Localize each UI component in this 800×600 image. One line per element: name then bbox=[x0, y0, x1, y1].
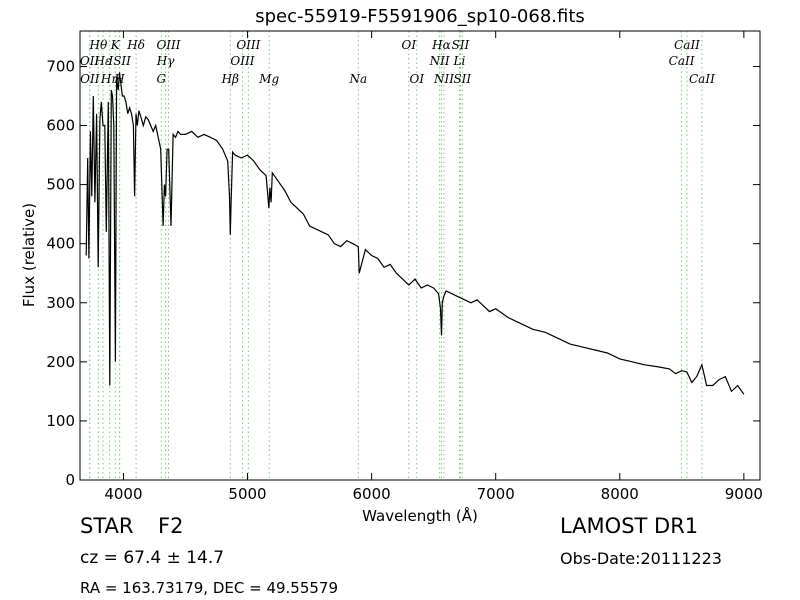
y-axis: 0 100 200 300 400 500 600 700 bbox=[46, 57, 760, 489]
chart-title: spec-55919-F5591906_sp10-068.fits bbox=[255, 6, 585, 27]
x-axis-label: Wavelength (Å) bbox=[362, 506, 478, 525]
line-label: NII bbox=[433, 72, 454, 86]
x-tick-label: 6000 bbox=[353, 485, 391, 503]
line-label: Hγ bbox=[156, 54, 175, 68]
survey-name: LAMOST DR1 bbox=[560, 514, 699, 538]
x-tick-label: 8000 bbox=[601, 485, 639, 503]
line-label: Hβ bbox=[221, 72, 239, 86]
line-label: OIII bbox=[230, 54, 254, 68]
y-tick-label: 400 bbox=[46, 235, 75, 253]
line-label: G bbox=[156, 72, 166, 86]
line-label: OI bbox=[409, 72, 424, 86]
y-tick-label: 500 bbox=[46, 176, 75, 194]
line-label: Li bbox=[453, 54, 466, 68]
line-label: Hθ bbox=[89, 38, 108, 52]
line-label: OIII bbox=[156, 38, 180, 52]
spectrum-line bbox=[85, 72, 745, 395]
x-axis: 4000 5000 6000 7000 8000 9000 bbox=[104, 31, 763, 503]
object-type: STAR bbox=[80, 514, 134, 538]
line-label: CaII bbox=[674, 38, 700, 52]
line-label: NII bbox=[429, 54, 450, 68]
line-label: OII bbox=[80, 72, 100, 86]
line-marker-layer bbox=[89, 31, 703, 480]
line-label: Hδ bbox=[126, 38, 145, 52]
line-label: K bbox=[110, 38, 121, 52]
y-tick-label: 300 bbox=[46, 294, 75, 312]
y-tick-label: 0 bbox=[65, 471, 75, 489]
object-class: F2 bbox=[158, 514, 184, 538]
line-label: OIII bbox=[236, 38, 260, 52]
y-axis-label: Flux (relative) bbox=[20, 203, 38, 307]
line-label: Na bbox=[349, 72, 368, 86]
line-label: Hε bbox=[94, 54, 112, 68]
line-label: SII bbox=[453, 72, 471, 86]
redshift-readout: cz = 67.4 ± 14.7 bbox=[80, 548, 225, 568]
x-tick-label: 9000 bbox=[725, 485, 763, 503]
y-tick-label: 600 bbox=[46, 117, 75, 135]
observation-date: Obs-Date:20111223 bbox=[560, 549, 722, 568]
y-tick-label: 100 bbox=[46, 412, 75, 430]
line-label: Hα bbox=[431, 38, 451, 52]
y-tick-label: 200 bbox=[46, 353, 75, 371]
y-tick-label: 700 bbox=[46, 57, 75, 75]
line-label: CaII bbox=[669, 54, 695, 68]
x-tick-label: 7000 bbox=[477, 485, 515, 503]
line-label: OI bbox=[402, 38, 417, 52]
line-label: Mg bbox=[258, 72, 279, 86]
line-label: SII bbox=[452, 38, 470, 52]
line-label: OII bbox=[80, 54, 100, 68]
coordinates-readout: RA = 163.73179, DEC = 49.55579 bbox=[80, 579, 339, 597]
x-tick-label: 5000 bbox=[228, 485, 266, 503]
line-label: CaII bbox=[689, 72, 715, 86]
x-tick-label: 4000 bbox=[104, 485, 142, 503]
plot-frame bbox=[79, 30, 761, 481]
line-label: ISII bbox=[107, 54, 131, 68]
line-label: Hη bbox=[100, 72, 119, 86]
